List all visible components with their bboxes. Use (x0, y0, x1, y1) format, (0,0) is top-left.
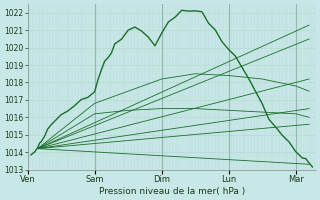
X-axis label: Pression niveau de la mer( hPa ): Pression niveau de la mer( hPa ) (99, 187, 245, 196)
